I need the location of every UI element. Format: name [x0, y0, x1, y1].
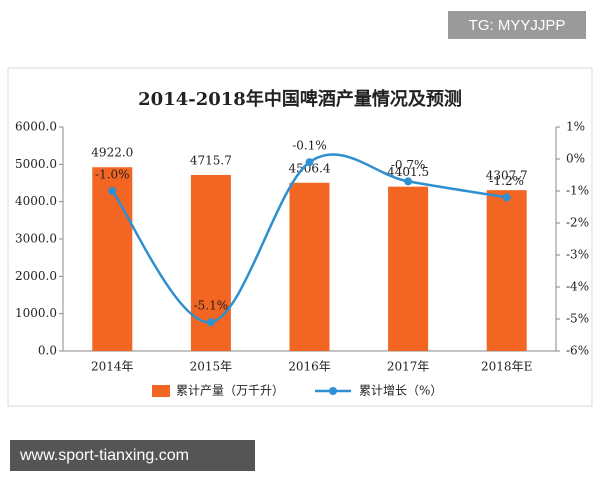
x-tick-label: 2018年E	[481, 360, 532, 374]
y-tick-label: 5000.0	[15, 157, 57, 171]
tag-box	[448, 11, 586, 39]
line-value-label: -5.1%	[194, 299, 229, 313]
line-value-label: -1.2%	[489, 174, 524, 188]
y-tick-label: 6000.0	[15, 120, 57, 134]
website-box	[10, 440, 255, 471]
y2-tick-label: -1%	[566, 184, 589, 198]
bar-value-label: 4922.0	[91, 146, 133, 160]
x-tick-label: 2017年	[387, 360, 430, 374]
legend-swatch	[329, 387, 337, 395]
bar-value-label: 4715.7	[190, 153, 232, 167]
line-point	[502, 193, 511, 202]
y-tick-label: 4000.0	[15, 194, 57, 208]
y-tick-label: 2000.0	[15, 269, 57, 283]
legend-label: 累计产量（万千升）	[176, 384, 284, 398]
y2-tick-label: -3%	[566, 248, 589, 262]
line-value-label: -1.0%	[95, 168, 130, 182]
y-tick-label: 0.0	[38, 344, 57, 358]
y2-tick-label: -2%	[566, 216, 589, 230]
y2-tick-label: -5%	[566, 312, 589, 326]
x-tick-label: 2014年	[91, 360, 134, 374]
legend-swatch	[152, 385, 170, 397]
line-point	[108, 187, 117, 195]
bar	[486, 190, 527, 351]
bar-value-label: 4307.7	[486, 169, 528, 183]
y2-tick-label: 0%	[566, 152, 585, 166]
line	[111, 153, 507, 324]
y2-tick-label: -6%	[566, 344, 589, 358]
line-point	[206, 318, 215, 327]
line-value-label: -0.1%	[292, 139, 327, 153]
y-tick-label: 1000.0	[15, 306, 57, 320]
bar	[289, 182, 330, 351]
line-value-label: -0.7%	[391, 158, 426, 172]
y2-tick-label: 1%	[566, 120, 585, 134]
tag-text: TG: MYYJJPP	[469, 17, 566, 34]
bar-value-label: 4401.5	[387, 165, 429, 179]
line-point	[404, 177, 413, 186]
x-tick-label: 2015年	[190, 360, 233, 374]
line-point	[305, 158, 314, 167]
y2-tick-label: -4%	[566, 280, 589, 294]
bar	[388, 186, 429, 351]
website-text: www.sport-tianxing.com	[19, 447, 189, 464]
legend-label: 累计增长（%）	[359, 384, 442, 398]
chart-title: 2014-2018年中国啤酒产量情况及预测	[138, 88, 462, 110]
bar	[92, 167, 133, 351]
x-tick-label: 2016年	[288, 360, 331, 374]
y-tick-label: 3000.0	[15, 232, 57, 246]
